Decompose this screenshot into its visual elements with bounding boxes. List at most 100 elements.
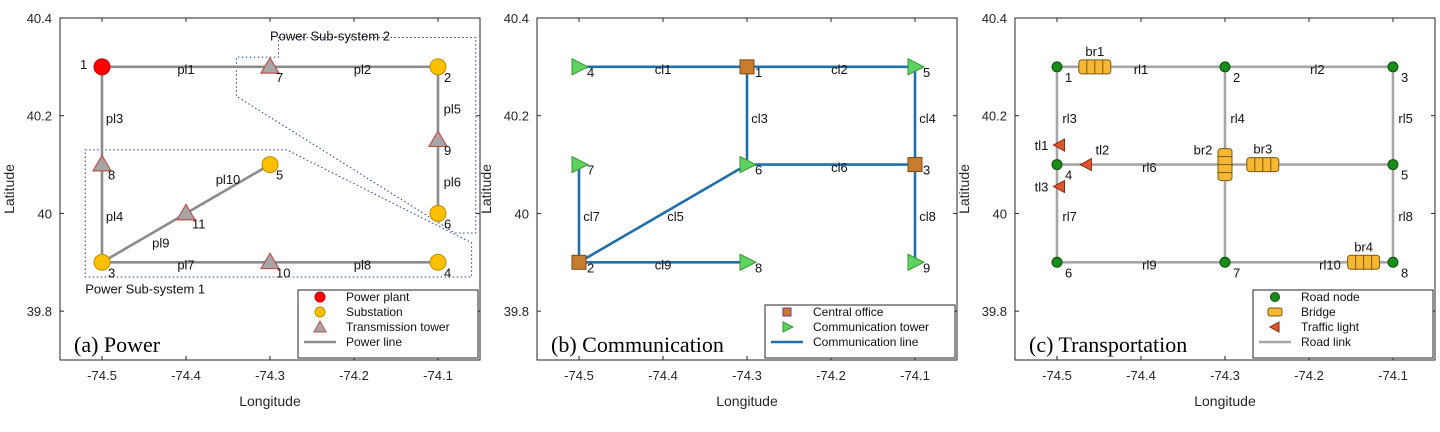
node-label: 7 — [276, 70, 283, 85]
link-label: rl5 — [1398, 111, 1412, 126]
node-label: 6 — [755, 163, 762, 178]
link-label: cl4 — [919, 111, 936, 126]
transmission-tower-node — [259, 56, 281, 74]
link-label: pl6 — [444, 175, 461, 190]
central-office-node — [739, 59, 755, 75]
node-label: 8 — [108, 168, 115, 183]
y-tick-label: 40.2 — [27, 109, 52, 124]
y-axis-label: Latitude — [1, 164, 17, 214]
bridge-br3 — [1246, 157, 1280, 173]
link-label: cl1 — [655, 62, 672, 77]
bridge-br4 — [1347, 254, 1381, 270]
node-label: 5 — [276, 168, 283, 183]
node-label: 3 — [108, 265, 115, 280]
node-label: 1 — [1065, 70, 1072, 85]
link-label: pl5 — [444, 101, 461, 116]
link-label: rl8 — [1398, 209, 1412, 224]
node-label: 1 — [80, 57, 87, 72]
communication-tower-node — [907, 253, 926, 272]
communication-tower-node — [739, 253, 758, 272]
link-label: cl6 — [831, 160, 848, 175]
road-node — [1051, 256, 1063, 268]
panel-caption: (a) Power — [74, 332, 161, 357]
x-tick-label: -74.4 — [171, 368, 201, 383]
legend-label: Communication tower — [813, 320, 929, 334]
traffic-light-tl1 — [1052, 138, 1066, 152]
legend-box — [764, 304, 956, 359]
x-tick-label: -74.1 — [423, 368, 453, 383]
y-tick-label: 39.8 — [982, 304, 1007, 319]
node-label: 2 — [1233, 70, 1240, 85]
link-label: rl10 — [1319, 258, 1341, 273]
communication-tower-node — [571, 155, 590, 174]
link-label: rl4 — [1230, 111, 1244, 126]
node-label: 10 — [276, 265, 290, 280]
transmission-tower-node — [259, 252, 281, 270]
y-tick-label: 39.8 — [27, 304, 52, 319]
x-tick-label: -74.3 — [255, 368, 285, 383]
link-label: pl2 — [354, 62, 371, 77]
bridge-label: br3 — [1253, 142, 1272, 157]
node-label: 2 — [587, 260, 594, 275]
legend-central-marker — [782, 307, 792, 317]
node-label: 5 — [923, 65, 930, 80]
traffic-light-tl2 — [1079, 157, 1092, 172]
node-label: 3 — [1401, 70, 1408, 85]
traffic-light-label: tl2 — [1096, 143, 1110, 158]
node-label: 7 — [1233, 265, 1240, 280]
x-tick-label: -74.2 — [339, 368, 369, 383]
x-tick-label: -74.2 — [1294, 368, 1324, 383]
link-label: cl7 — [583, 209, 600, 224]
link-label: cl9 — [655, 258, 672, 273]
panel-communication: -74.5 -74.4 -74.3 -74.2 -74.1 40.4 40.2 40 39.8 L… — [478, 11, 958, 409]
y-tick-label: 40.4 — [504, 11, 529, 26]
node-label: 9 — [923, 260, 930, 275]
substation-node — [93, 253, 111, 271]
legend-box — [297, 289, 479, 359]
x-tick-label: -74.2 — [816, 368, 846, 383]
y-tick-label: 40.4 — [27, 11, 52, 26]
x-tick-label: -74.4 — [1126, 368, 1156, 383]
link-label: pl1 — [177, 62, 194, 77]
transmission-tower-node — [427, 129, 449, 148]
node-label: 5 — [1401, 168, 1408, 183]
road-node — [1219, 61, 1231, 73]
node-label: 4 — [444, 265, 451, 280]
legend-road-marker — [1270, 292, 1280, 302]
road-node — [1051, 61, 1063, 73]
y-axis-label: Latitude — [956, 164, 972, 214]
node-label: 2 — [444, 70, 451, 85]
link-label: pl10 — [216, 172, 241, 187]
legend-label: Central office — [813, 305, 884, 319]
link-label: rl9 — [1142, 258, 1156, 273]
link-label: rl7 — [1062, 209, 1076, 224]
x-tick-label: -74.5 — [1042, 368, 1072, 383]
link-label: cl3 — [751, 111, 768, 126]
traffic-light-label: tl1 — [1035, 138, 1049, 153]
link-pl10 — [185, 163, 271, 215]
y-tick-label: 40 — [993, 206, 1007, 221]
road-node — [1051, 159, 1063, 171]
link-label: pl7 — [177, 258, 194, 273]
link-label: rl3 — [1062, 111, 1076, 126]
road-node — [1387, 61, 1399, 73]
x-axis-label: Longitude — [1194, 393, 1256, 409]
traffic-light-tl3 — [1052, 179, 1066, 194]
legend-label: Traffic light — [1301, 320, 1360, 334]
road-node — [1219, 256, 1231, 268]
panel-power: -74.5 -74.4 -74.3 -74.2 -74.1 40.4 40.2 40 39.8 L… — [1, 11, 481, 409]
legend-label: Communication line — [813, 335, 919, 349]
x-tick-label: -74.1 — [900, 368, 930, 383]
node-label: 4 — [1065, 168, 1072, 183]
legend-label: Power line — [346, 335, 402, 349]
link-label: rl1 — [1134, 62, 1148, 77]
central-office-node — [907, 157, 923, 173]
substation-node — [261, 156, 279, 174]
subsystem-1-label: Power Sub-system 1 — [85, 281, 205, 296]
road-node — [1387, 256, 1399, 268]
y-tick-label: 40.2 — [982, 109, 1007, 124]
node-label: 6 — [1065, 265, 1072, 280]
bridge-label: br2 — [1194, 143, 1213, 158]
node-label: 1 — [755, 65, 762, 80]
